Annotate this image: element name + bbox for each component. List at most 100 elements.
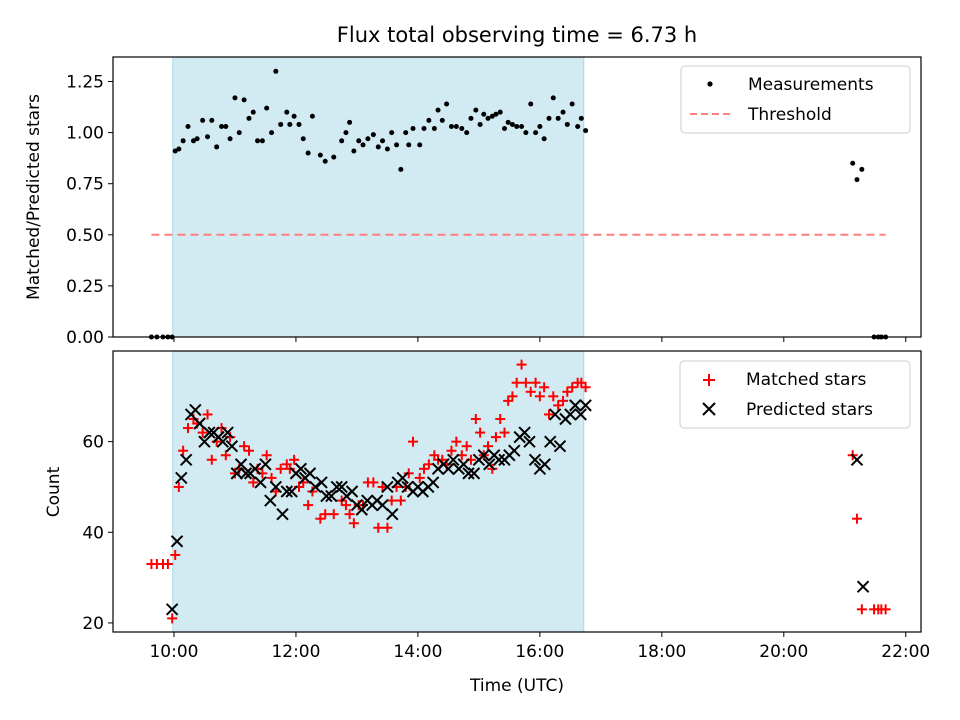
matched-stars-point — [507, 391, 518, 402]
matched-stars-point — [261, 450, 272, 461]
matched-stars-point — [239, 441, 250, 452]
predicted-stars-point — [376, 498, 389, 512]
matched-stars-point — [495, 413, 506, 424]
predicted-stars-point — [574, 408, 587, 421]
matched-stars-point — [461, 441, 472, 452]
measurements-point — [205, 134, 211, 140]
measurements-point — [477, 121, 483, 127]
measurements-point — [569, 101, 575, 107]
measurements-point — [473, 107, 479, 113]
measurements-point — [509, 121, 515, 127]
predicted-stars-point — [396, 471, 409, 485]
predicted-stars-point — [254, 476, 267, 489]
measurements-point — [273, 68, 279, 74]
predicted-stars-point — [386, 507, 399, 521]
predicted-stars-point — [280, 485, 294, 498]
matched-stars-point — [567, 382, 578, 393]
matched-stars-point — [178, 445, 189, 456]
predicted-stars-point — [538, 458, 551, 471]
predicted-stars-point — [447, 453, 460, 466]
predicted-stars-point — [179, 453, 193, 466]
predicted-stars-point — [523, 435, 536, 448]
x-tick-label: 20:00 — [759, 642, 808, 662]
measurements-point — [546, 115, 552, 121]
measurements-point — [431, 126, 437, 132]
predicted-stars-point — [564, 408, 577, 421]
legend-marker-measurements — [707, 81, 713, 87]
measurements-point — [232, 95, 238, 101]
measurements-point — [514, 123, 520, 129]
measurements-point — [194, 136, 200, 142]
measurements-point — [537, 123, 543, 129]
predicted-stars-point — [193, 417, 206, 430]
predicted-stars-point — [230, 467, 243, 480]
predicted-stars-point — [508, 444, 521, 457]
measurements-point — [854, 177, 860, 183]
x-tick-label: 22:00 — [881, 642, 930, 662]
predicted-stars-point — [320, 489, 333, 503]
matched-stars-point — [470, 413, 481, 424]
matched-stars-point — [483, 441, 494, 452]
matched-stars-point — [307, 486, 318, 497]
predicted-stars-point — [285, 485, 298, 498]
matched-stars-point — [490, 432, 501, 443]
measurements-point — [331, 154, 337, 160]
measurements-point — [255, 138, 261, 144]
measurements-point — [200, 117, 206, 123]
matched-stars-point — [284, 463, 295, 474]
measurements-point — [448, 123, 454, 129]
predicted-stars-point — [355, 503, 369, 516]
matched-stars-point — [851, 513, 862, 524]
matched-stars-point — [170, 549, 181, 560]
matched-stars-point — [344, 509, 355, 520]
measurements-point — [176, 146, 182, 152]
measurements-point — [305, 150, 311, 156]
measurements-point — [296, 121, 302, 127]
matched-stars-point — [520, 377, 531, 388]
measurements-point — [850, 160, 856, 166]
predicted-stars-point — [856, 580, 870, 593]
measurements-point — [859, 166, 865, 172]
x-tick-label: 18:00 — [637, 642, 686, 662]
predicted-stars-point — [569, 399, 582, 412]
predicted-stars-point — [189, 403, 202, 417]
measurements-point — [575, 123, 581, 129]
measurements-point — [322, 158, 328, 164]
matched-stars-point — [320, 509, 331, 520]
predicted-stars-point — [553, 439, 567, 453]
measurements-point — [227, 136, 233, 142]
measurements-point — [505, 119, 511, 125]
measurements-point — [356, 138, 362, 144]
measurements-point — [375, 144, 381, 150]
measurements-point — [365, 136, 371, 142]
matched-stars-point — [499, 427, 510, 438]
predicted-stars-point — [345, 485, 359, 498]
measurements-point — [236, 130, 242, 136]
matched-stars-point — [511, 377, 522, 388]
measurements-point — [564, 121, 570, 127]
matched-stars-point — [248, 477, 259, 488]
bottom-panel: 10:00 12:00 14:00 16:00 18:00 20:00 22:00 20 40… — [44, 350, 930, 662]
measurements-point — [246, 115, 252, 121]
y-tick-label: 60 — [82, 433, 104, 453]
predicted-stars-point — [216, 435, 229, 448]
measurements-point — [489, 113, 495, 119]
matched-stars-point — [451, 436, 462, 447]
measurements-point — [309, 113, 315, 119]
matched-stars-point — [487, 463, 498, 474]
predicted-stars-point — [269, 480, 283, 494]
predicted-stars-point — [309, 480, 322, 494]
y-tick-label: 0.75 — [66, 175, 104, 195]
y-tick-label: 0.00 — [66, 328, 104, 348]
matched-stars-point — [530, 377, 541, 388]
predicted-stars-point — [175, 471, 188, 485]
predicted-stars-point — [467, 467, 481, 480]
measurements-point — [485, 115, 491, 121]
legend-label-predicted-stars: Predicted stars — [746, 400, 873, 420]
bottom-legend-box — [679, 360, 911, 429]
matched-stars-point — [408, 436, 419, 447]
measurements-point — [497, 109, 503, 115]
predicted-stars-point — [264, 494, 277, 507]
measurements-point — [241, 97, 247, 103]
x-axis-label: Time (UTC) — [469, 676, 564, 696]
